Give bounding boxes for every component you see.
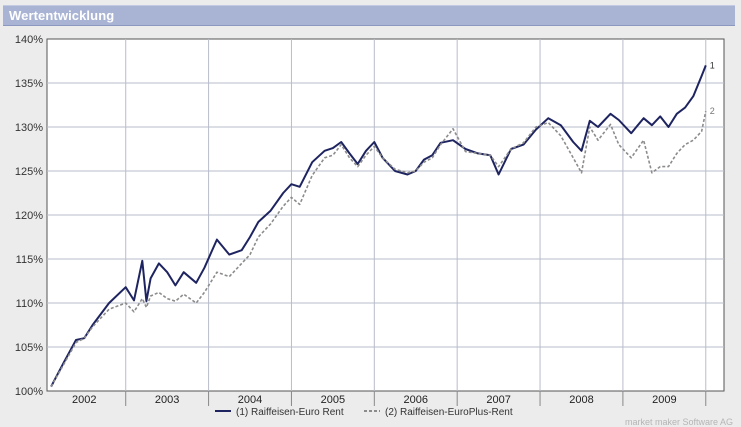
series-end-label-1: 1	[710, 60, 715, 70]
x-tick-label: 2004	[238, 394, 262, 406]
legend-label-1: (1) Raiffeisen-Euro Rent	[236, 407, 344, 418]
y-tick-label: 115%	[16, 254, 44, 266]
y-tick-label: 135%	[15, 78, 43, 90]
y-tick-label: 105%	[15, 342, 43, 354]
series-line-2	[50, 111, 707, 387]
legend-label-2: (2) Raiffeisen-EuroPlus-Rent	[385, 407, 513, 418]
chart-title: Wertentwicklung	[9, 8, 115, 23]
y-tick-label: 140%	[15, 34, 43, 46]
y-tick-label: 130%	[15, 122, 43, 134]
credit-text: market maker Software AG	[625, 417, 733, 427]
y-tick-label: 125%	[15, 166, 43, 178]
y-tick-label: 100%	[15, 386, 43, 398]
series-end-label-2: 2	[710, 106, 715, 116]
y-tick-label: 120%	[15, 210, 43, 222]
x-tick-label: 2003	[155, 394, 179, 406]
series-line-1	[50, 65, 707, 388]
x-tick-label: 2009	[652, 394, 676, 406]
title-bar: Wertentwicklung	[3, 5, 735, 26]
x-tick-label: 2005	[321, 394, 345, 406]
y-tick-label: 110%	[16, 298, 44, 310]
x-tick-label: 2006	[404, 394, 428, 406]
x-tick-label: 2007	[486, 394, 510, 406]
x-tick-label: 2002	[72, 394, 96, 406]
x-tick-label: 2008	[569, 394, 593, 406]
